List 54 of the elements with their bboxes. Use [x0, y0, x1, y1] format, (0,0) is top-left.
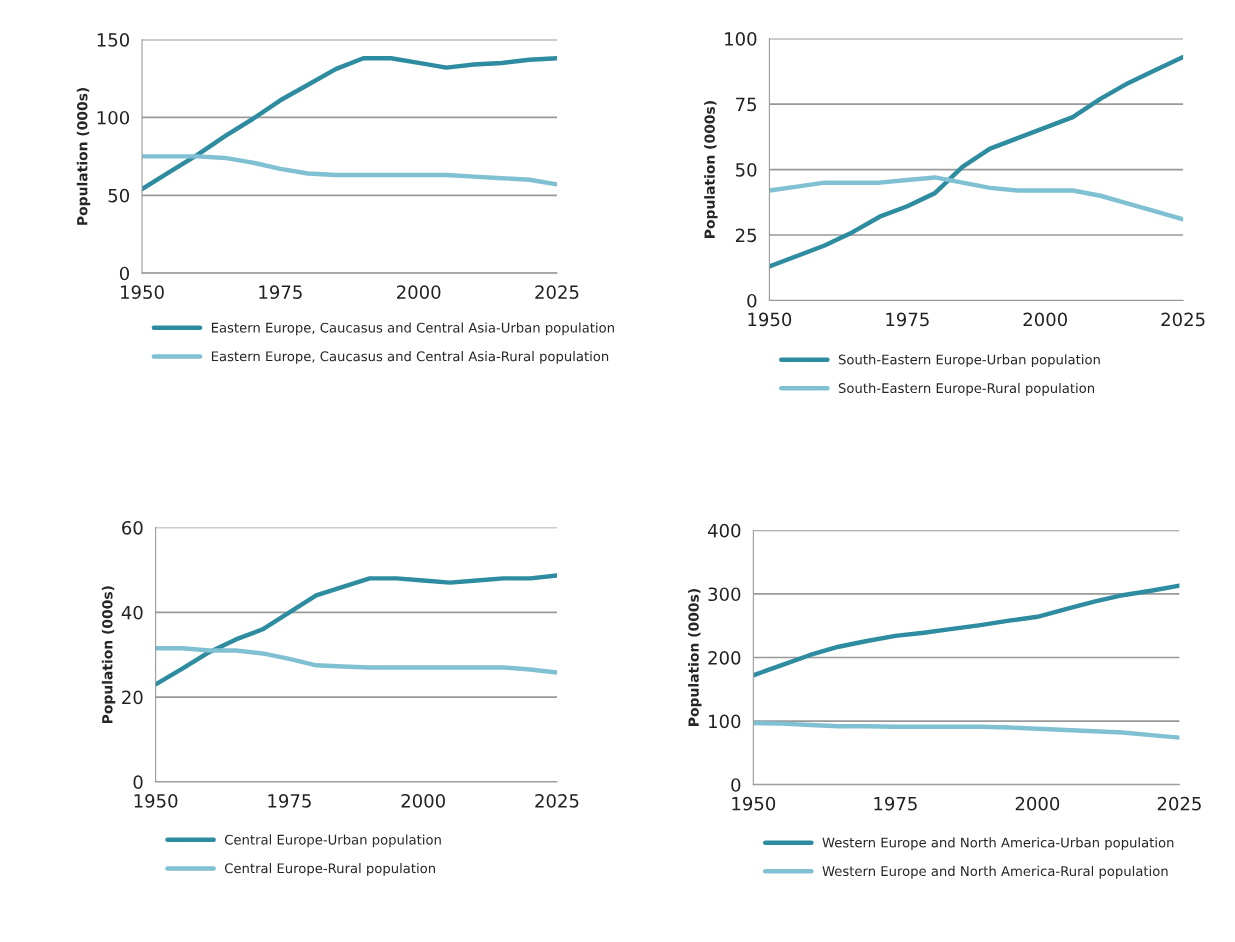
legend-label: Central Europe-Urban population [224, 834, 441, 848]
legend-label: Western Europe and North America-Rural population [822, 865, 1168, 879]
y-tick-label: 0 [731, 778, 741, 792]
x-tick-label: 2000 [1023, 312, 1067, 327]
y-tick-label: 50 [108, 188, 130, 203]
x-tick-label: 1975 [874, 796, 917, 811]
x-tick-label: 2025 [535, 793, 579, 808]
line-series [753, 720, 1180, 740]
y-tick-label: 400 [707, 523, 741, 538]
line-series [155, 573, 557, 687]
y-tick-label: 25 [735, 228, 757, 243]
x-tick-label: 1950 [134, 793, 178, 808]
line-series [769, 54, 1184, 269]
line-series [155, 646, 557, 675]
x-tick-label: 2025 [535, 285, 579, 299]
legend-label: Western Europe and North America-Urban population [822, 837, 1174, 851]
legend-label: Eastern Europe, Caucasus and Central Asia-Rural population [211, 351, 609, 364]
x-tick-label: 2025 [1161, 312, 1205, 327]
x-tick-label: 1975 [268, 793, 311, 808]
y-tick-label: 40 [121, 605, 143, 620]
x-tick-label: 1950 [121, 285, 164, 299]
x-tick-label: 1975 [886, 312, 929, 327]
line-series [769, 175, 1184, 222]
y-tick-label: 100 [97, 110, 130, 125]
x-tick-label: 1950 [748, 312, 792, 327]
y-tick-label: 60 [122, 520, 143, 535]
line-series [142, 56, 557, 192]
y-tick-label: 75 [736, 97, 757, 112]
y-tick-label: 200 [708, 650, 741, 665]
line-series [142, 154, 557, 187]
y-tick-label: 0 [133, 775, 143, 789]
y-tick-label: 20 [122, 690, 143, 705]
legend-label: South-Eastern Europe-Rural population [838, 382, 1095, 396]
y-axis-title: Population (000s) [76, 87, 91, 225]
y-tick-label: 100 [709, 714, 741, 729]
legend-label: South-Eastern Europe-Urban population [838, 354, 1100, 368]
x-tick-label: 2000 [1015, 796, 1060, 811]
y-tick-label: 150 [97, 33, 130, 47]
x-tick-label: 1975 [259, 285, 302, 299]
y-tick-label: 50 [736, 163, 757, 177]
y-axis-title: Population (000s) [688, 589, 702, 726]
x-tick-label: 1950 [732, 796, 776, 811]
y-tick-label: 0 [747, 293, 757, 308]
y-tick-label: 300 [708, 587, 741, 602]
y-axis-title: Population (000s) [704, 101, 718, 238]
x-tick-label: 2000 [397, 285, 441, 299]
x-tick-label: 2025 [1157, 796, 1201, 811]
y-tick-label: 100 [725, 32, 757, 46]
line-series [753, 583, 1180, 678]
y-tick-label: 0 [119, 266, 130, 281]
legend-label: Eastern Europe, Caucasus and Central Asia-Urban population [211, 322, 614, 336]
legend-label: Central Europe-Rural population [224, 863, 436, 876]
x-tick-label: 2000 [401, 793, 445, 808]
y-axis-title: Population (000s) [101, 586, 116, 724]
